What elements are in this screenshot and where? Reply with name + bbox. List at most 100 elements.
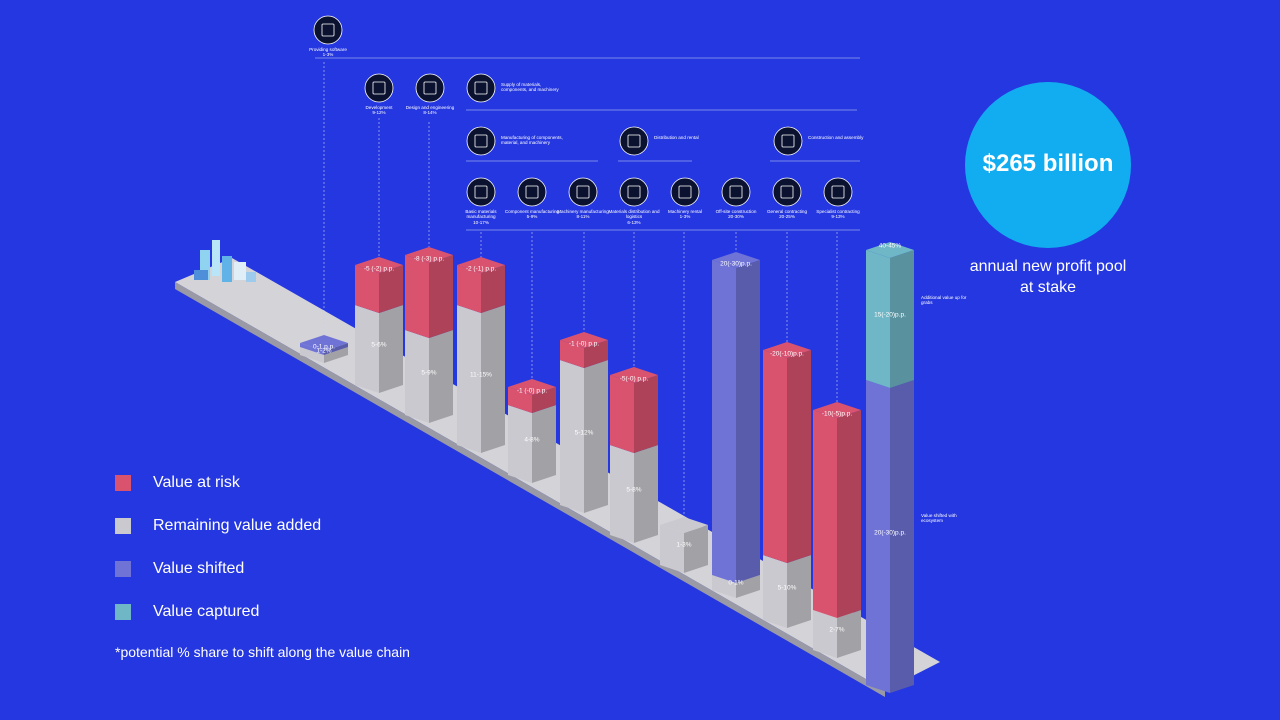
bar-left-face [610,375,634,453]
node-label: Distribution and rental [654,135,699,140]
legend-label: Remaining value added [153,517,322,534]
bar-left-face [300,347,324,363]
node-glyph [321,23,335,37]
bar-right-face [379,305,403,393]
node-icon [313,15,343,45]
segment-label: 1-3% [676,541,692,549]
bar-right-face [787,555,811,628]
segment-label: 20(-30)p.p. [720,260,752,268]
bar-top [457,257,505,273]
bar-right-face [532,405,556,483]
segment-label: 0-1% [728,579,744,586]
node-share: 1-3% [322,52,334,58]
segment-label: -5(-0) p.p. [619,375,649,383]
bar-top [813,402,861,418]
segment-label: 5-8% [626,486,642,494]
bar-left-face [866,380,890,693]
bar-right-face [684,525,708,573]
node-icon [364,73,394,103]
node-label: Design and engineering 8-14% [402,105,458,116]
segment-label: 11-15% [470,371,492,379]
node-glyph [474,185,488,199]
city-icon [194,240,256,282]
node-glyph [423,81,437,95]
segment-label: 5-6% [371,341,387,349]
bar-left-face [355,305,379,393]
node-glyph [372,81,386,95]
node-glyph [780,185,794,199]
node-icon [466,73,496,103]
legend-label: Value shifted [153,560,245,577]
legend-swatch [115,561,131,577]
node-glyph [781,134,795,148]
segment-label: -2 (-1) p.p. [465,265,497,273]
node-glyph [525,185,539,199]
node-icon [721,177,751,207]
bar-top [610,367,658,383]
bar-left-face [560,340,584,368]
segment-label: 5-12% [574,429,594,436]
segment-label: -10(-5)p.p. [821,410,853,418]
total-label: 40-45% [878,242,902,250]
node-glyph [576,185,590,199]
connector-lines [315,57,860,231]
node-glyph [474,81,488,95]
segment-label: -5 (-2) p.p. [363,265,395,273]
segment-label: -20(-10)p.p. [770,350,804,358]
legend-swatch [115,518,131,534]
node-icon [823,177,853,207]
segment-note: Value shifted with ecosystem [921,512,957,523]
bar-left-face [610,445,634,543]
node-glyph [678,185,692,199]
bar-left-face [457,265,481,313]
segment-label: -1 (-0) p.p. [516,387,548,395]
node-icon [415,73,445,103]
bar-left-face [355,265,379,313]
segment-label: 1-2% [316,347,332,355]
node-glyph [729,185,743,199]
bar-right-face [379,265,403,313]
bar-top [355,257,403,273]
segment-label: -1 (-0) p.p. [568,340,600,348]
node-icon [568,177,598,207]
node-share: 20-25% [779,214,795,220]
bar-right-face [324,343,348,355]
segment-label: 20(-30)p.p. [874,529,906,536]
bar-right-face [736,575,760,598]
node-icon [670,177,700,207]
bar-right-face [634,445,658,543]
callout-circle [965,82,1131,248]
bar-left-face [560,360,584,513]
bar-right-face [584,360,608,513]
node-share: 20-30% [728,214,744,220]
bar-right-face [532,387,556,413]
segment-label: 5-9% [421,369,437,376]
node-icon [466,126,496,156]
legend-swatch [115,604,131,620]
node-label: Materials distribution and logistics 6-13… [606,209,662,225]
bar-top [300,335,348,351]
node-label: Machinery rental 1-3% [657,209,713,220]
bar-top [560,332,608,348]
bar-top [763,342,811,358]
bar-top [712,252,760,268]
node-glyph [474,134,488,148]
bar-right-face [481,305,505,453]
bar-right-face [890,250,914,388]
bar-left-face [813,410,837,618]
node-icon [773,126,803,156]
node-share: 5-9% [526,214,538,220]
node-icon [772,177,802,207]
bar-left-face [763,555,787,628]
legend-label: Value captured [153,603,260,620]
bar-left-face [813,610,837,658]
bar-left-face [712,575,736,598]
segment-label: 15(-20)p.p. [874,311,906,319]
bar-top [866,242,914,258]
bar-right-face [736,260,760,583]
node-share: 10-17% [473,219,489,225]
bar-right-face [429,330,453,423]
bar-left-face [866,250,890,388]
